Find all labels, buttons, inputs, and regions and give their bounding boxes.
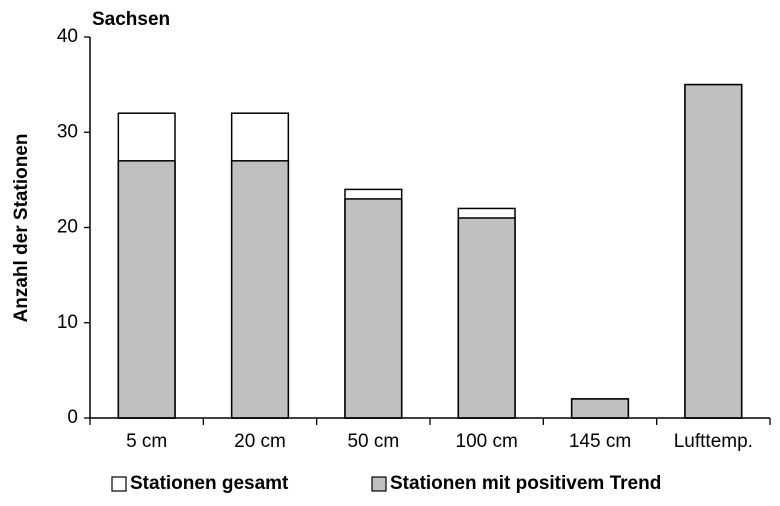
y-tick-label: 10 bbox=[57, 312, 78, 333]
bar bbox=[570, 398, 630, 419]
chart-title: Sachsen bbox=[92, 9, 170, 30]
legend-swatch bbox=[371, 476, 387, 492]
x-tick-label: 20 cm bbox=[234, 431, 286, 452]
y-tick-label: 30 bbox=[57, 121, 78, 142]
x-tick-label: 145 cm bbox=[569, 431, 631, 452]
y-tick-label: 20 bbox=[57, 217, 78, 238]
bar bbox=[457, 217, 516, 419]
bar bbox=[344, 198, 403, 419]
y-tick-label: 40 bbox=[57, 26, 78, 47]
legend-label: Stationen mit positivem Trend bbox=[390, 473, 661, 494]
legend-swatch bbox=[111, 476, 127, 492]
x-tick-label: 50 cm bbox=[347, 431, 399, 452]
legend-label: Stationen gesamt bbox=[130, 473, 289, 494]
x-tick-label: Lufttemp. bbox=[674, 431, 753, 452]
x-tick-label: 5 cm bbox=[126, 431, 167, 452]
y-tick-label: 0 bbox=[67, 407, 78, 428]
y-axis-label: Anzahl der Stationen bbox=[11, 134, 32, 323]
bar bbox=[117, 160, 176, 419]
x-tick-label: 100 cm bbox=[456, 431, 518, 452]
bar bbox=[230, 160, 290, 419]
bar bbox=[684, 83, 743, 419]
